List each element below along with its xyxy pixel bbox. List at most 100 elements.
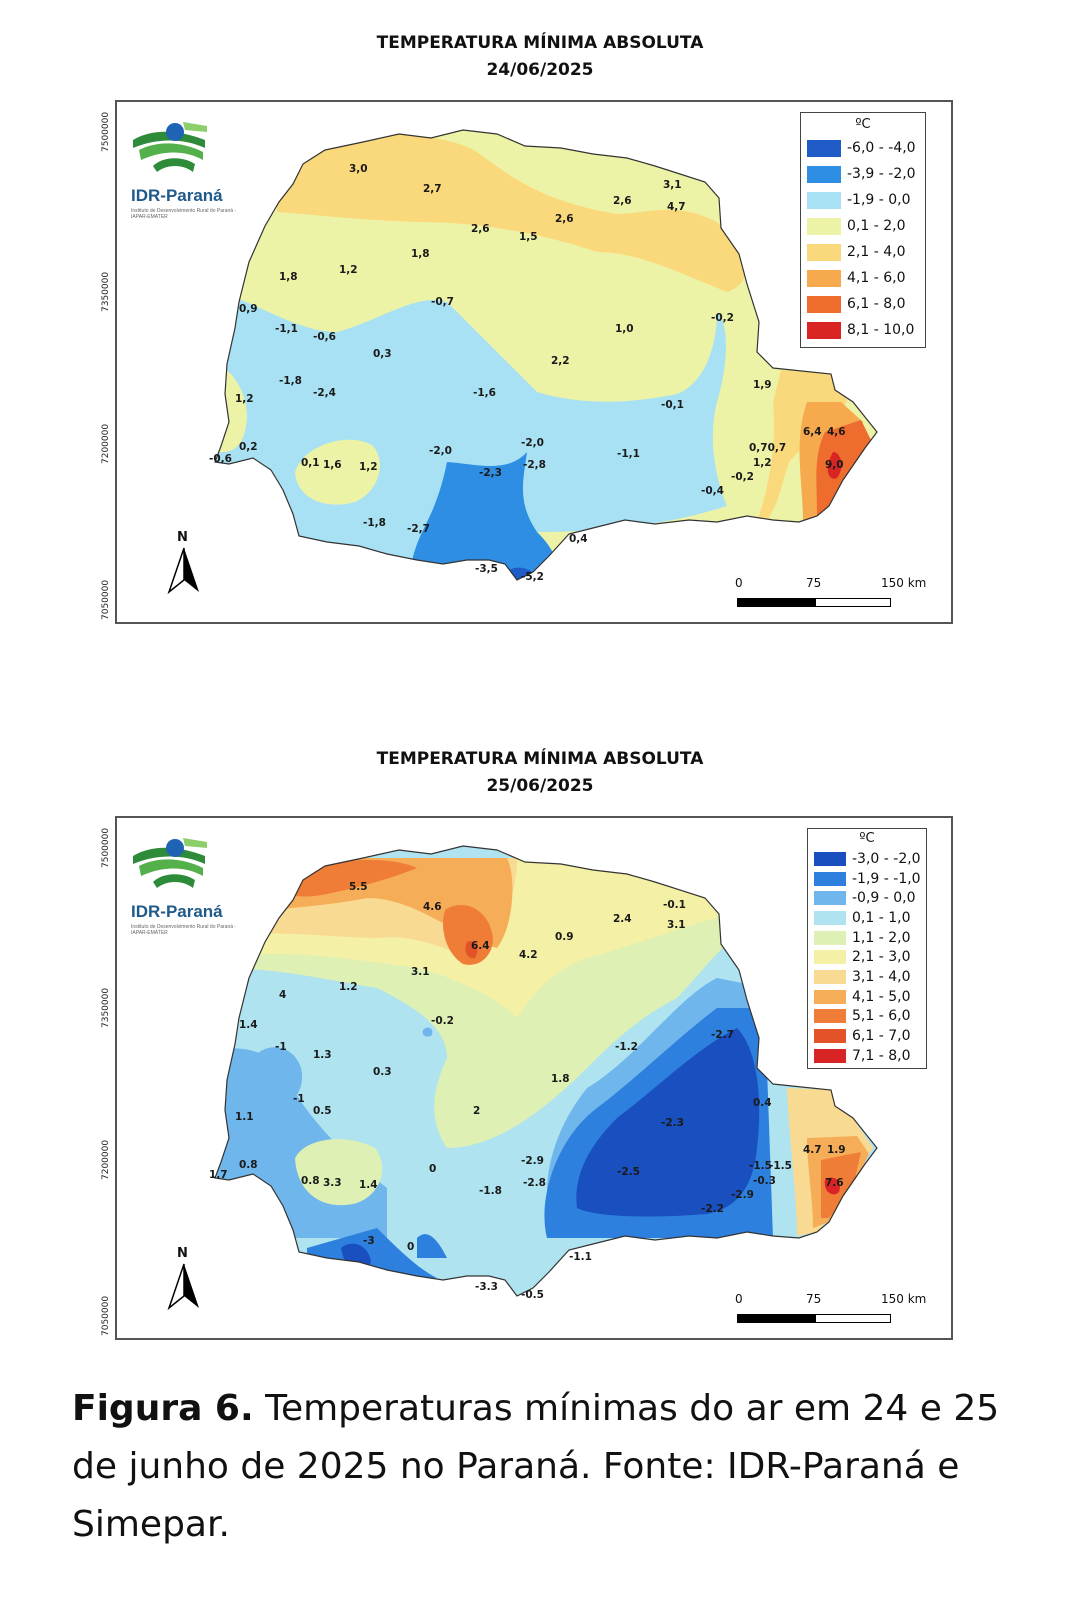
map-value: 0,70,7	[749, 442, 786, 454]
scale-bar: 0 75 150 km	[735, 1292, 935, 1332]
map1-y-axis: 7500000 7350000 7200000 7050000	[101, 112, 111, 620]
map-value: -1,8	[279, 375, 302, 387]
map-value: 1.9	[827, 1144, 846, 1156]
map-value: -2,0	[429, 445, 452, 457]
zone-5-to-6-center	[443, 905, 493, 965]
legend-swatch	[814, 930, 846, 945]
zone-minus2-to-minus4	[411, 452, 556, 580]
legend-unit: ºC	[855, 117, 871, 132]
north-arrow: N	[157, 530, 217, 602]
map-value: 2	[473, 1105, 480, 1117]
idr-logo-name: IDR-Paraná	[131, 186, 223, 205]
map-value: 1,2	[753, 457, 772, 469]
legend-label: -0,9 - 0,0	[852, 890, 916, 907]
zone-minus1-to-minus2	[307, 1008, 773, 1288]
map-value: -2.9	[731, 1189, 754, 1201]
map-value: -2,7	[407, 523, 430, 535]
map-value: -2,3	[479, 467, 502, 479]
map-value: -2,0	[521, 437, 544, 449]
legend-row: 7,1 - 8,0	[814, 1046, 920, 1066]
map-value: 2.4	[613, 913, 632, 925]
legend-row: 0,1 - 1,0	[814, 908, 920, 928]
legend-label: -1,9 - -1,0	[852, 870, 921, 887]
map-value: 5.5	[349, 881, 368, 893]
map-value: -0,1	[661, 399, 684, 411]
map-value: -0.3	[753, 1175, 776, 1187]
map-value: -1,8	[363, 517, 386, 529]
legend-label: 8,1 - 10,0	[847, 322, 915, 338]
legend-row: 2,1 - 4,0	[807, 239, 919, 265]
y-tick: 7500000	[101, 828, 111, 868]
map-value: -2,8	[523, 459, 546, 471]
y-tick: 7050000	[101, 580, 111, 620]
legend-row: 0,1 - 2,0	[807, 213, 919, 239]
legend-swatch	[814, 1009, 846, 1024]
zone-south-warm	[417, 1234, 447, 1258]
map2-title: TEMPERATURA MÍNIMA ABSOLUTA	[376, 749, 704, 769]
legend-label: 5,1 - 6,0	[852, 1008, 911, 1025]
map-value: 1,2	[339, 264, 358, 276]
map-value: -1.2	[615, 1041, 638, 1053]
legend-row: 4,1 - 5,0	[814, 987, 920, 1007]
map-value: 0.9	[555, 931, 574, 943]
zone-west-mild	[295, 1139, 383, 1206]
idr-logo-subtitle: Instituto de Desenvolvimento Rural do Pa…	[131, 208, 237, 220]
map-value: 0	[407, 1241, 414, 1253]
legend-row: -1,9 - -1,0	[814, 869, 921, 889]
zone-small-cold	[422, 1027, 433, 1037]
idr-logo: IDR-Paraná Instituto de Desenvolvimento …	[123, 112, 236, 222]
legend-swatch	[807, 269, 841, 287]
scale-bar-black	[737, 1314, 815, 1323]
legend-row: 3,1 - 4,0	[814, 967, 920, 987]
y-tick: 7050000	[101, 1296, 111, 1336]
map-value: 0,1	[301, 457, 320, 469]
map-value: 4	[279, 989, 286, 1001]
legend-row: 6,1 - 7,0	[814, 1026, 920, 1046]
scale-label: 150 km	[881, 576, 927, 590]
map-value: -2.7	[711, 1029, 734, 1041]
map-value: 1.7	[209, 1169, 228, 1181]
map-value: -2,4	[313, 387, 336, 399]
legend-label: 4,1 - 5,0	[852, 988, 911, 1005]
map-value: 7.6	[825, 1177, 844, 1189]
zone-0-to-2-island	[295, 439, 380, 505]
map-value: 0,9	[239, 303, 258, 315]
legend-swatch	[814, 851, 846, 866]
scale-bar-white	[815, 598, 891, 607]
map-value: 0.8	[301, 1175, 320, 1187]
map-value: -0,6	[209, 453, 232, 465]
scale-bar: 0 75 150 km	[735, 576, 935, 616]
caption-label: Figura 6.	[72, 1388, 254, 1429]
map-value: 4.7	[803, 1144, 822, 1156]
legend-label: 6,1 - 8,0	[847, 296, 906, 312]
map-value: -5,2	[521, 571, 544, 583]
zone-minus1-west	[252, 1047, 303, 1109]
state-boundary	[214, 129, 878, 581]
legend-label: 6,1 - 7,0	[852, 1028, 911, 1045]
legend-label: 0,1 - 2,0	[847, 218, 906, 234]
north-arrow: N	[157, 1246, 217, 1318]
legend-row: 8,1 - 10,0	[807, 317, 919, 343]
scale-label: 75	[806, 1292, 822, 1306]
idr-logo: IDR-Paraná Instituto de Desenvolvimento …	[123, 828, 236, 938]
map-value: 1,5	[519, 231, 538, 243]
y-tick: 7350000	[101, 988, 111, 1028]
caption-text: Temperaturas mínimas do ar em 24 e 25 de…	[72, 1388, 1000, 1545]
map-value: 0,3	[373, 348, 392, 360]
legend-row: 4,1 - 6,0	[807, 265, 919, 291]
legend-swatch	[814, 950, 846, 965]
legend-row: 1,1 - 2,0	[814, 928, 920, 948]
map-value: -3.3	[475, 1281, 498, 1293]
map-value: 1.4	[359, 1179, 378, 1191]
map-value: -1,1	[275, 323, 298, 335]
legend-swatch	[807, 295, 841, 313]
map-value: 1.2	[339, 981, 358, 993]
map-value: -2.8	[523, 1177, 546, 1189]
map-value: -2.3	[661, 1117, 684, 1129]
legend-swatch	[807, 243, 841, 261]
map2-canvas: 5.5 4.6 6.4 4.2 3.1 0.9 2.4 -0.1 3.1 4 1…	[209, 845, 878, 1301]
legend-label: -6,0 - -4,0	[847, 140, 916, 156]
legend-row: -6,0 - -4,0	[807, 135, 919, 161]
map-value: 9,0	[825, 459, 844, 471]
legend-row: 6,1 - 8,0	[807, 291, 919, 317]
